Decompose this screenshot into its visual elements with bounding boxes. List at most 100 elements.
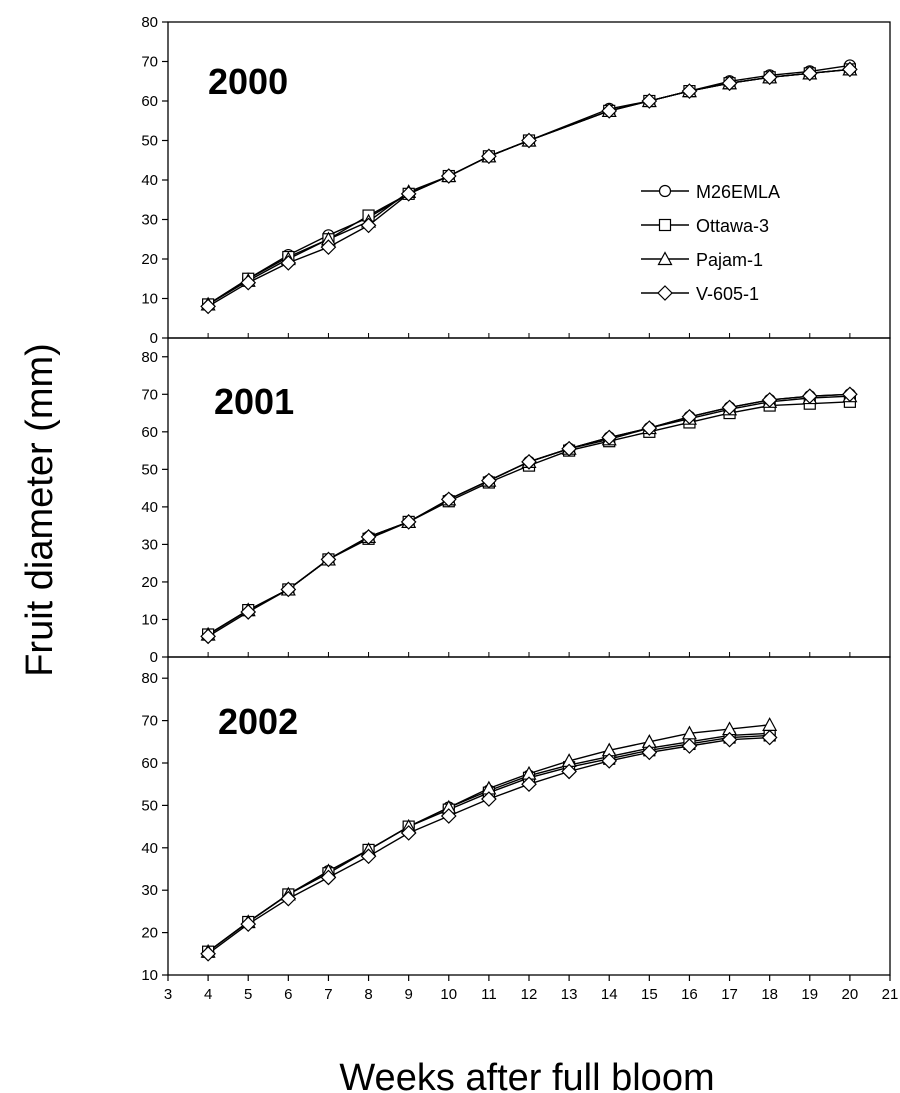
v-605-1-point: [360, 529, 377, 545]
v-605-1-point: [320, 239, 337, 255]
v-605-1-point: [561, 440, 577, 457]
y-tick-label: 0: [150, 649, 158, 666]
x-tick-label: 3: [164, 986, 172, 1003]
v-605-1-point: [681, 83, 698, 99]
v-605-1-point: [200, 945, 216, 962]
v-605-1-point: [481, 791, 497, 807]
legend-label: V-605-1: [696, 284, 759, 304]
v-605-1-point: [521, 776, 537, 793]
v-605-1-point: [200, 628, 216, 645]
x-tick-label: 15: [641, 986, 658, 1003]
v-605-1-point: [681, 408, 698, 425]
y-tick-label: 20: [141, 925, 158, 942]
y-tick-label: 30: [141, 536, 158, 553]
y-tick-label: 60: [141, 93, 158, 110]
v-605-1-point: [360, 848, 377, 865]
v-605-1-line: [207, 393, 850, 637]
y-tick-label: 60: [141, 424, 158, 441]
ottawa-3-line: [207, 734, 770, 953]
panel-2000: 0 10 20 30 40 50 60 70 80 2000: [141, 14, 891, 347]
x-tick-label: 17: [721, 986, 738, 1003]
x-tick-label: 19: [801, 986, 818, 1003]
v-605-1-point: [200, 298, 216, 315]
legend-item-v-605-1: V-605-1: [641, 284, 759, 304]
y-tick-label: 50: [141, 797, 158, 814]
v-605-1-point: [280, 581, 297, 598]
v-605-1-point: [440, 808, 457, 824]
v-605-1-point: [481, 148, 497, 165]
y-tick-label: 70: [141, 713, 158, 730]
v-605-1-point: [761, 729, 778, 746]
legend-label: M26EMLA: [696, 182, 780, 202]
v-605-1-point: [842, 61, 858, 78]
panel-year-label: 2000: [208, 61, 288, 102]
x-tick-label: 13: [561, 986, 578, 1003]
x-tick-label: 20: [842, 986, 859, 1003]
v-605-1-point: [240, 274, 257, 291]
legend-m26emla-point: [658, 184, 672, 198]
y-tick-label: 50: [141, 461, 158, 478]
v-605-1-point: [641, 93, 658, 109]
y-tick-label: 20: [141, 251, 158, 268]
x-tick-label: 6: [284, 986, 292, 1003]
v-605-1-point: [320, 869, 337, 886]
panel-2001: 0 10 20 30 40 50 60 70 80 2001: [141, 337, 891, 666]
v-605-1-point: [521, 132, 537, 149]
x-tick-label: 8: [364, 986, 372, 1003]
x-tick-label: 14: [601, 986, 618, 1003]
v-605-1-point: [641, 744, 658, 761]
pajam-1-line: [207, 395, 850, 636]
v-605-1-point: [721, 731, 738, 748]
y-tick-label: 10: [141, 967, 158, 984]
legend-item-m26emla: M26EMLA: [641, 182, 780, 202]
legend-v-605-1-point: [657, 285, 673, 301]
v-605-1-point: [842, 386, 858, 403]
v-605-1-line: [207, 736, 770, 955]
v-605-1-point: [601, 429, 618, 446]
legend: M26EMLA Ottawa-3 Pajam-1 V-605-1: [641, 182, 780, 304]
x-tick-label: 11: [481, 986, 497, 1003]
v-605-1-point: [721, 399, 738, 416]
y-tick-label: 70: [141, 386, 158, 403]
v-605-1-point: [320, 551, 337, 568]
v-605-1-point: [801, 388, 818, 405]
y-tick-label: 30: [141, 882, 158, 899]
x-tick-label: 12: [521, 986, 538, 1003]
y-tick-label: 80: [141, 14, 158, 31]
x-tick-label: 7: [324, 986, 332, 1003]
v-605-1-point: [360, 217, 377, 234]
panel-year-label: 2001: [214, 381, 294, 422]
y-tick-label: 80: [141, 349, 158, 366]
y-tick-label: 10: [141, 291, 158, 308]
x-tick-label: 10: [440, 986, 457, 1003]
y-tick-label: 10: [141, 611, 158, 628]
x-tick-label: 21: [882, 986, 899, 1003]
y-axis-title: Fruit diameter (mm): [19, 343, 61, 677]
pajam-1-line: [207, 724, 770, 953]
panel-year-label: 2002: [218, 701, 298, 742]
v-605-1-point: [721, 75, 738, 92]
v-605-1-point: [681, 738, 698, 754]
y-tick-label: 20: [141, 574, 158, 591]
v-605-1-point: [761, 392, 778, 408]
x-tick-label: 9: [404, 986, 412, 1003]
legend-pajam-1-point: [657, 251, 673, 266]
m26emla-line: [207, 393, 850, 636]
y-tick-label: 0: [150, 330, 158, 347]
legend-item-pajam-1: Pajam-1: [641, 250, 763, 270]
v-605-1-point: [601, 103, 618, 119]
legend-label: Pajam-1: [696, 250, 763, 270]
y-tick-label: 40: [141, 840, 158, 857]
v-605-1-point: [400, 514, 417, 530]
x-tick-label: 5: [244, 986, 252, 1003]
v-605-1-point: [280, 890, 297, 907]
y-tick-label: 30: [141, 212, 158, 229]
chart-panels: 0 10 20 30 40 50 60 70 80 2000 0 10 20 30 40 50 60 70 80 20…: [141, 14, 898, 1003]
v-605-1-point: [641, 420, 658, 436]
v-605-1-point: [280, 255, 297, 271]
v-605-1-point: [761, 69, 778, 86]
legend-ottawa-3-point: [658, 218, 672, 232]
v-605-1-point: [400, 185, 417, 202]
v-605-1-line: [207, 68, 850, 308]
